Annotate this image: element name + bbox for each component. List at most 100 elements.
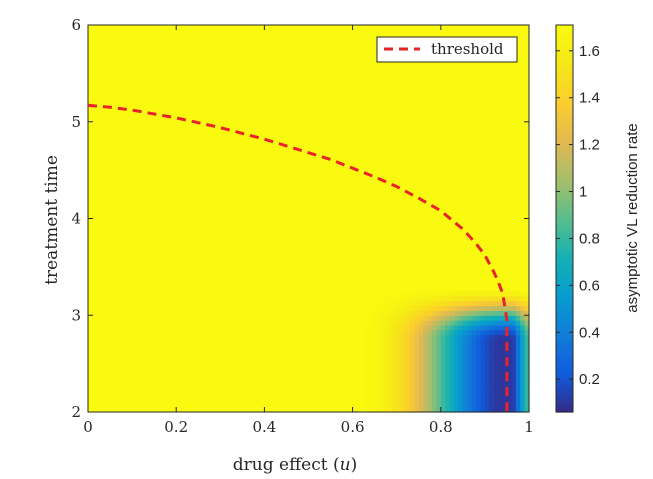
heatmap-cell <box>471 315 477 321</box>
heatmap-cell <box>414 353 420 360</box>
heatmap-cell <box>396 300 402 307</box>
heatmap-cell <box>436 373 442 379</box>
colorbar-tick-label: 0.4 <box>579 324 600 341</box>
heatmap-cell <box>471 324 477 331</box>
heatmap-cell <box>471 295 477 302</box>
heatmap-cell <box>484 373 490 379</box>
heatmap-cell <box>524 392 530 399</box>
colorbar-strip <box>556 402 573 407</box>
colorbar-strip <box>556 79 573 84</box>
heatmap-cell <box>423 397 429 403</box>
heatmap-cell <box>379 324 385 331</box>
heatmap-cell <box>484 320 490 326</box>
colorbar-strip <box>556 28 573 33</box>
heatmap-cell <box>467 349 473 355</box>
heatmap-cell <box>458 339 464 345</box>
heatmap-cell <box>520 334 526 341</box>
colorbar-strip <box>556 128 573 133</box>
heatmap-cell <box>405 295 411 302</box>
colorbar-strip <box>556 344 573 349</box>
heatmap-cell <box>423 349 429 355</box>
colorbar-strip <box>556 337 573 342</box>
colorbar-strip <box>556 360 573 365</box>
heatmap-cell <box>462 358 468 365</box>
heatmap-cell <box>405 305 411 312</box>
heatmap-cell <box>498 407 504 413</box>
heatmap-cell <box>511 402 517 408</box>
heatmap-cell <box>374 334 380 341</box>
heatmap-cell <box>467 315 473 321</box>
colorbar-strip <box>556 150 573 155</box>
heatmap-cell <box>427 392 433 399</box>
heatmap-cell <box>405 344 411 350</box>
heatmap-cell <box>489 378 495 384</box>
heatmap-cell <box>524 373 530 379</box>
heatmap-cell <box>458 305 464 312</box>
heatmap-cell <box>423 344 429 350</box>
heatmap-cell <box>467 329 473 336</box>
heatmap-cell <box>520 320 526 326</box>
colorbar-strip <box>556 395 573 400</box>
heatmap-cell <box>405 402 411 408</box>
heatmap-cell <box>480 324 486 331</box>
heatmap-cell <box>502 402 508 408</box>
heatmap-cell <box>409 402 415 408</box>
heatmap-cell <box>418 291 424 297</box>
heatmap-cell <box>467 320 473 326</box>
heatmap-cell <box>370 407 376 413</box>
heatmap-cell <box>493 373 499 379</box>
heatmap-cell <box>405 368 411 374</box>
heatmap-cell <box>431 353 437 360</box>
heatmap-cell <box>506 378 512 384</box>
heatmap-cell <box>506 310 512 316</box>
heatmap-cell <box>502 387 508 394</box>
heatmap-cell <box>476 402 482 408</box>
heatmap-cell <box>524 349 530 355</box>
heatmap-cell <box>480 310 486 316</box>
heatmap-cell <box>506 397 512 403</box>
heatmap-cell <box>387 407 393 413</box>
heatmap-cell <box>476 397 482 403</box>
colorbar-strip <box>556 108 573 113</box>
heatmap-cell <box>511 378 517 384</box>
heatmap-cell <box>414 382 420 389</box>
heatmap-cell <box>489 368 495 374</box>
heatmap-cell <box>387 305 393 312</box>
heatmap-cell <box>445 329 451 336</box>
heatmap-cell <box>396 291 402 297</box>
heatmap-cell <box>515 349 521 355</box>
heatmap-cell <box>427 407 433 413</box>
heatmap-cell <box>454 295 460 302</box>
heatmap-cell <box>462 402 468 408</box>
heatmap-cell <box>458 320 464 326</box>
heatmap-cell <box>520 397 526 403</box>
heatmap-cell <box>520 310 526 316</box>
heatmap-cell <box>418 363 424 370</box>
heatmap-cell <box>405 358 411 365</box>
heatmap-cell <box>427 382 433 389</box>
heatmap-cell <box>445 291 451 297</box>
heatmap-cell <box>493 353 499 360</box>
heatmap-cell <box>493 382 499 389</box>
colorbar-strip <box>556 321 573 326</box>
heatmap-cell <box>414 387 420 394</box>
heatmap-cell <box>436 392 442 399</box>
heatmap-cell <box>515 378 521 384</box>
heatmap-cell <box>449 315 455 321</box>
colorbar-strip <box>556 228 573 232</box>
heatmap-cell <box>440 363 446 370</box>
heatmap-cell <box>365 358 371 365</box>
heatmap-cell <box>414 310 420 316</box>
heatmap-cell <box>370 402 376 408</box>
heatmap-cell <box>431 344 437 350</box>
heatmap-cell <box>511 305 517 312</box>
heatmap-cell <box>379 358 385 365</box>
x-tick-label: 0.4 <box>252 418 276 436</box>
heatmap-cell <box>476 363 482 370</box>
heatmap-cell <box>506 334 512 341</box>
heatmap-cell <box>379 334 385 341</box>
heatmap-cell <box>383 320 389 326</box>
heatmap-cell <box>423 363 429 370</box>
heatmap-cell <box>427 295 433 302</box>
